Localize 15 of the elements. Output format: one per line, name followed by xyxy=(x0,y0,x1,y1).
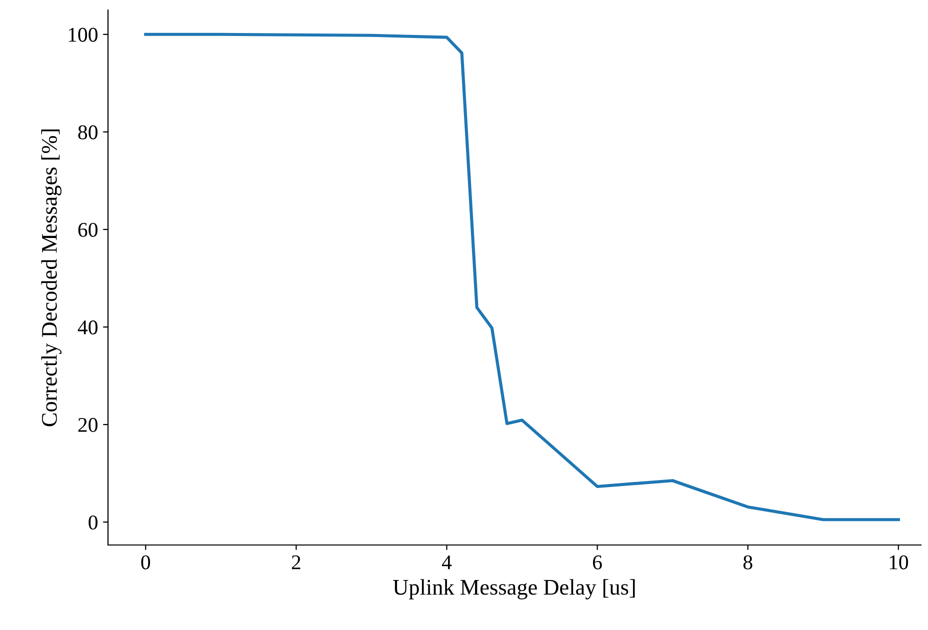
x-tick-label: 0 xyxy=(141,555,150,570)
y-tick-label: 80 xyxy=(78,125,98,140)
x-axis-title: Uplink Message Delay [us] xyxy=(393,579,635,600)
y-tick-label: 60 xyxy=(78,222,98,237)
x-tick-label: 8 xyxy=(743,555,752,570)
x-tick-label: 4 xyxy=(442,555,452,570)
x-tick-label: 6 xyxy=(592,555,602,570)
y-tick-label: 100 xyxy=(68,28,98,42)
y-tick-label: 0 xyxy=(88,515,98,530)
y-axis-title: Correctly Decoded Messages [%] xyxy=(41,130,62,426)
y-tick-label: 40 xyxy=(78,320,98,334)
y-tick-label: 20 xyxy=(78,418,98,432)
x-tick-label: 2 xyxy=(292,555,300,570)
line-series xyxy=(144,32,900,522)
x-tick-label: 10 xyxy=(890,555,908,570)
